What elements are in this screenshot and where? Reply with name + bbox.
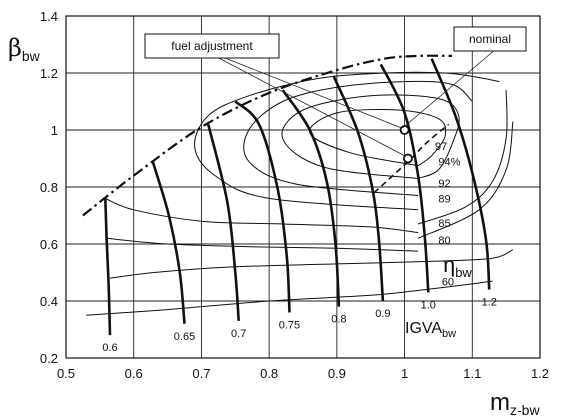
igva-line-label: 1.2: [482, 297, 497, 309]
fuel-adjustment-callout-text: fuel adjustment: [171, 39, 253, 53]
efficiency-contour-label: 94%: [438, 157, 460, 169]
efficiency-contour-label: 89: [438, 194, 450, 206]
y-axis-label-main: β: [8, 34, 22, 62]
y-tick-label: 1: [51, 123, 58, 138]
y-tick-label: 1.2: [40, 66, 58, 81]
igva-label: IGVAbw: [405, 320, 456, 340]
igva-line-label: 0.65: [174, 331, 195, 343]
igva-line-label: 1.0: [421, 299, 436, 311]
efficiency-contours: [86, 71, 514, 316]
surge-line-path: [82, 54, 453, 217]
igva-line: [430, 58, 491, 290]
x-axis-label: mz-bw: [490, 389, 540, 417]
igva-line: [104, 198, 112, 336]
tick-labels: 0.5 0.6 0.7 0.8 0.9 1 1.1 1.2 0.2 0.4 0.6 0.8 1 1.2 1.…: [40, 9, 549, 381]
x-tick-label: 0.5: [57, 366, 75, 381]
efficiency-contour: [106, 237, 419, 252]
efficiency-contour: [417, 90, 508, 225]
x-axis-label-main: m: [490, 389, 510, 416]
efficiency-contour-label: 97: [435, 141, 447, 153]
nominal-callout-text: nominal: [469, 32, 511, 46]
x-tick-label: 0.7: [192, 366, 210, 381]
efficiency-contour: [417, 121, 514, 239]
curve-labels: 97 94% 92 89 85 80 60 0.6 0.65 0.7 0.75 0.8 0.9 1.0 1.…: [102, 141, 496, 354]
efficiency-contour: [86, 280, 493, 316]
y-tick-label: 0.8: [40, 180, 58, 195]
igva-label-main: IGVA: [405, 320, 442, 337]
y-tick-label: 1.4: [40, 9, 58, 24]
igva-line: [379, 63, 430, 293]
eta-label: ηbw: [442, 253, 472, 280]
igva-line: [151, 161, 186, 324]
x-tick-label: 0.9: [328, 366, 346, 381]
efficiency-contour: [281, 94, 460, 179]
igva-label-sub: bw: [442, 328, 456, 340]
annotations: fuel adjustment nominal: [144, 26, 527, 157]
y-tick-label: 0.2: [40, 351, 58, 366]
x-tick-label: 1.1: [463, 366, 481, 381]
grid-lines: [65, 15, 541, 359]
efficiency-contour-label: 85: [438, 218, 450, 230]
x-axis-label-sub: z-bw: [510, 402, 540, 417]
efficiency-contour: [485, 78, 500, 83]
igva-line: [332, 75, 385, 302]
igva-line: [234, 100, 291, 313]
operating-line-path: [373, 123, 450, 194]
x-tick-label: 1.2: [531, 366, 549, 381]
efficiency-contour: [105, 197, 419, 234]
plot-frame: [65, 15, 541, 359]
eta-label-main: η: [442, 253, 455, 278]
x-tick-label: 1: [401, 366, 408, 381]
igva-line-label: 0.8: [331, 314, 346, 326]
efficiency-contour-label: 92: [438, 178, 450, 190]
fuel-adjustment-callout-box: [144, 33, 280, 59]
efficiency-contour: [243, 80, 473, 196]
nominal-callout-leader: [402, 50, 494, 129]
efficiency-contour: [309, 109, 447, 167]
nominal-callout-box: [453, 26, 527, 52]
eta-label-sub: bw: [455, 265, 472, 280]
operating-point-marker: [399, 125, 410, 135]
efficiency-contour-label: 80: [438, 235, 450, 247]
igva-lines: [104, 58, 491, 336]
x-tick-label: 0.8: [260, 366, 278, 381]
efficiency-contour: [194, 71, 486, 211]
igva-line: [281, 89, 341, 307]
igva-line: [206, 123, 240, 321]
igva-line-label: 0.6: [102, 342, 117, 354]
surge-line: [82, 54, 453, 217]
x-tick-label: 0.6: [125, 366, 143, 381]
y-tick-label: 0.6: [40, 237, 58, 252]
efficiency-contour-label: 60: [442, 276, 454, 288]
igva-line-label: 0.75: [279, 319, 300, 331]
y-axis-label: βbw: [8, 34, 41, 64]
fuel-adjustment-callout-leader: [218, 57, 407, 157]
fuel-adjustment-leader-2: [224, 57, 402, 129]
y-axis-label-sub: bw: [22, 48, 41, 64]
igva-line-label: 0.7: [231, 328, 246, 340]
igva-line-label: 0.9: [375, 308, 390, 320]
y-tick-label: 0.4: [40, 294, 58, 309]
